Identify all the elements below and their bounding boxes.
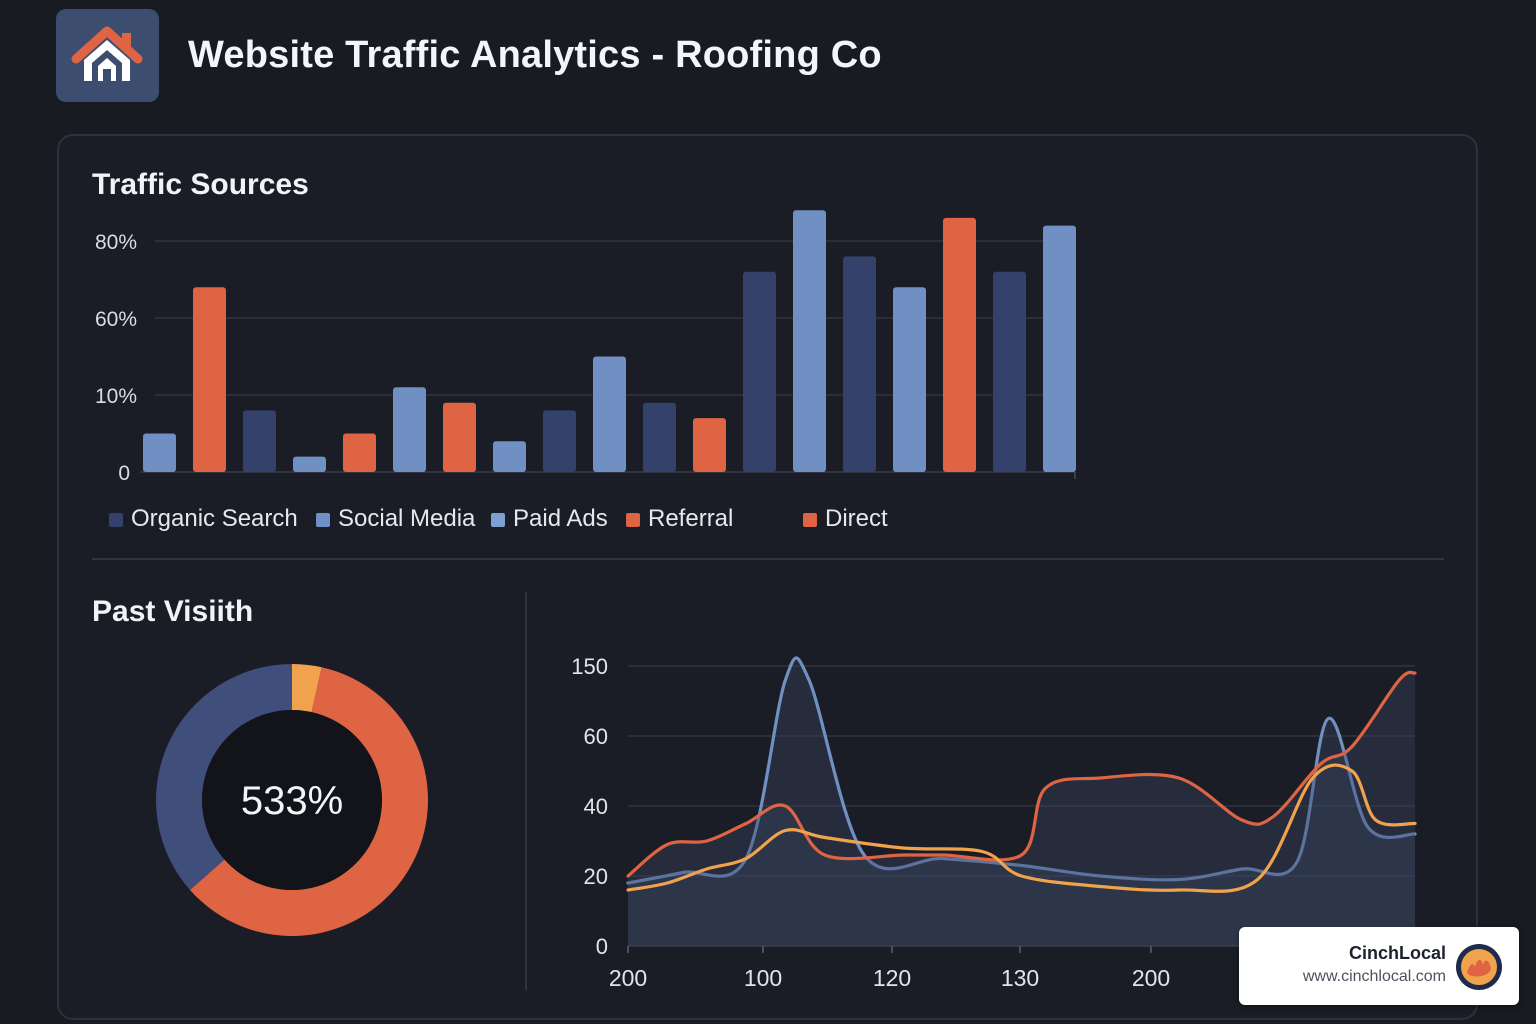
legend-label: Direct bbox=[825, 505, 888, 532]
section-divider bbox=[92, 558, 1444, 560]
cinchlocal-logo-icon bbox=[1456, 944, 1502, 990]
legend-swatch bbox=[803, 513, 817, 527]
column-divider bbox=[525, 592, 527, 990]
badge-url: www.cinchlocal.com bbox=[1302, 968, 1446, 985]
house-roof-icon bbox=[71, 26, 143, 81]
page-title: Website Traffic Analytics - Roofing Co bbox=[188, 34, 882, 76]
legend-swatch bbox=[316, 513, 330, 527]
legend-swatch bbox=[109, 513, 123, 527]
legend-swatch bbox=[626, 513, 640, 527]
legend-label: Paid Ads bbox=[513, 505, 608, 532]
badge-name: CinchLocal bbox=[1348, 943, 1446, 963]
legend-label: Organic Search bbox=[131, 505, 298, 532]
analytics-card bbox=[57, 134, 1478, 1020]
cinchlocal-badge[interactable]: CinchLocal www.cinchlocal.com bbox=[1239, 927, 1519, 1005]
bar-chart-title: Traffic Sources bbox=[92, 168, 309, 201]
legend-label: Social Media bbox=[338, 505, 476, 532]
app-logo bbox=[56, 9, 159, 102]
legend-swatch bbox=[491, 513, 505, 527]
donut-chart-title: Past Visiith bbox=[92, 595, 254, 628]
legend-label: Referral bbox=[648, 505, 734, 532]
